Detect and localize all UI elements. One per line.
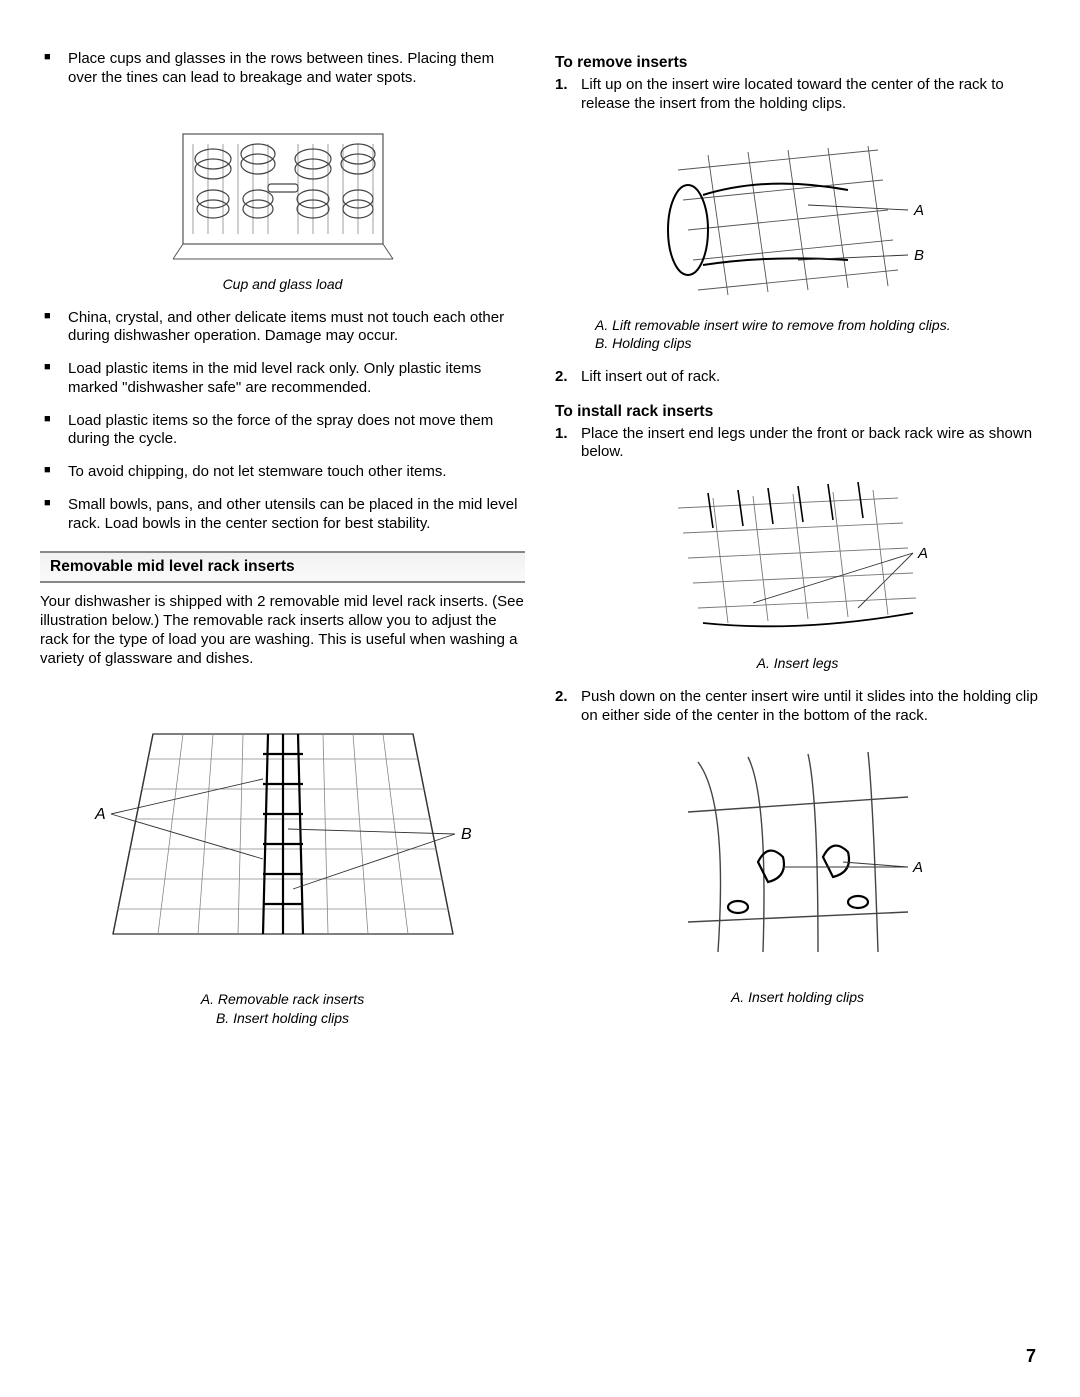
svg-text:A: A [94, 806, 106, 823]
step-text: Lift up on the insert wire located towar… [581, 76, 1004, 112]
bullet-list-top: Place cups and glasses in the rows betwe… [40, 50, 525, 88]
figure-caption: Cup and glass load [40, 275, 525, 293]
rack-inserts-diagram-icon: A B [83, 684, 483, 984]
svg-text:B: B [914, 247, 924, 264]
figure-cup-glass: Cup and glass load [40, 104, 525, 293]
section-body-text: Your dishwasher is shipped with 2 remova… [40, 593, 525, 668]
figure-caption: A. Lift removable insert wire to remove … [595, 316, 1040, 352]
svg-text:B: B [461, 826, 472, 843]
list-item: 2. Push down on the center insert wire un… [555, 688, 1040, 726]
install-steps-list: 1. Place the insert end legs under the fr… [555, 425, 1040, 463]
heading-install-inserts: To install rack inserts [555, 403, 1040, 421]
step-text: Push down on the center insert wire unti… [581, 688, 1038, 724]
page-number: 7 [1026, 1346, 1036, 1367]
remove-insert-diagram-icon: A B [648, 130, 948, 310]
bullet-item: China, crystal, and other delicate items… [40, 309, 525, 347]
svg-text:A: A [913, 202, 924, 219]
caption-line: A. Lift removable insert wire to remove … [595, 316, 1040, 334]
cup-glass-diagram-icon [163, 104, 403, 269]
heading-remove-inserts: To remove inserts [555, 54, 1040, 72]
left-column: Place cups and glasses in the rows betwe… [40, 50, 525, 1043]
remove-steps-list: 1. Lift up on the insert wire located tow… [555, 76, 1040, 114]
caption-line: A. Removable rack inserts [40, 990, 525, 1008]
figure-holding-clips: A A. Insert holding clips [555, 742, 1040, 1006]
bullet-item: Load plastic items in the mid level rack… [40, 360, 525, 398]
step-number: 2. [555, 688, 568, 707]
step-number: 2. [555, 368, 568, 387]
list-item: 1. Place the insert end legs under the fr… [555, 425, 1040, 463]
step-number: 1. [555, 76, 568, 95]
figure-remove-insert: A B A. Lift removable insert wire to rem… [555, 130, 1040, 352]
list-item: 2. Lift insert out of rack. [555, 368, 1040, 387]
step-number: 1. [555, 425, 568, 444]
figure-caption: A. Insert legs [555, 654, 1040, 672]
bullet-item: Place cups and glasses in the rows betwe… [40, 50, 525, 88]
bullet-item: Small bowls, pans, and other utensils ca… [40, 496, 525, 534]
step-text: Lift insert out of rack. [581, 368, 720, 385]
svg-text:A: A [917, 545, 928, 562]
insert-legs-diagram-icon: A [658, 478, 938, 648]
step-text: Place the insert end legs under the fron… [581, 425, 1032, 461]
figure-caption: A. Removable rack inserts B. Insert hold… [40, 990, 525, 1026]
right-column: To remove inserts 1. Lift up on the inser… [555, 50, 1040, 1043]
page-content: Place cups and glasses in the rows betwe… [0, 0, 1080, 1073]
caption-line: B. Insert holding clips [40, 1009, 525, 1027]
section-heading-removable: Removable mid level rack inserts [40, 551, 525, 583]
figure-caption: A. Insert holding clips [555, 988, 1040, 1006]
bullet-list-mid: China, crystal, and other delicate items… [40, 309, 525, 534]
holding-clips-diagram-icon: A [668, 742, 928, 982]
figure-insert-legs: A A. Insert legs [555, 478, 1040, 672]
install-steps-list-2: 2. Push down on the center insert wire un… [555, 688, 1040, 726]
svg-text:A: A [912, 859, 923, 876]
figure-rack-inserts: A B A. Removable rack inserts B. Insert … [40, 684, 525, 1026]
caption-line: B. Holding clips [595, 334, 1040, 352]
list-item: 1. Lift up on the insert wire located tow… [555, 76, 1040, 114]
bullet-item: Load plastic items so the force of the s… [40, 412, 525, 450]
remove-steps-list-2: 2. Lift insert out of rack. [555, 368, 1040, 387]
bullet-item: To avoid chipping, do not let stemware t… [40, 463, 525, 482]
